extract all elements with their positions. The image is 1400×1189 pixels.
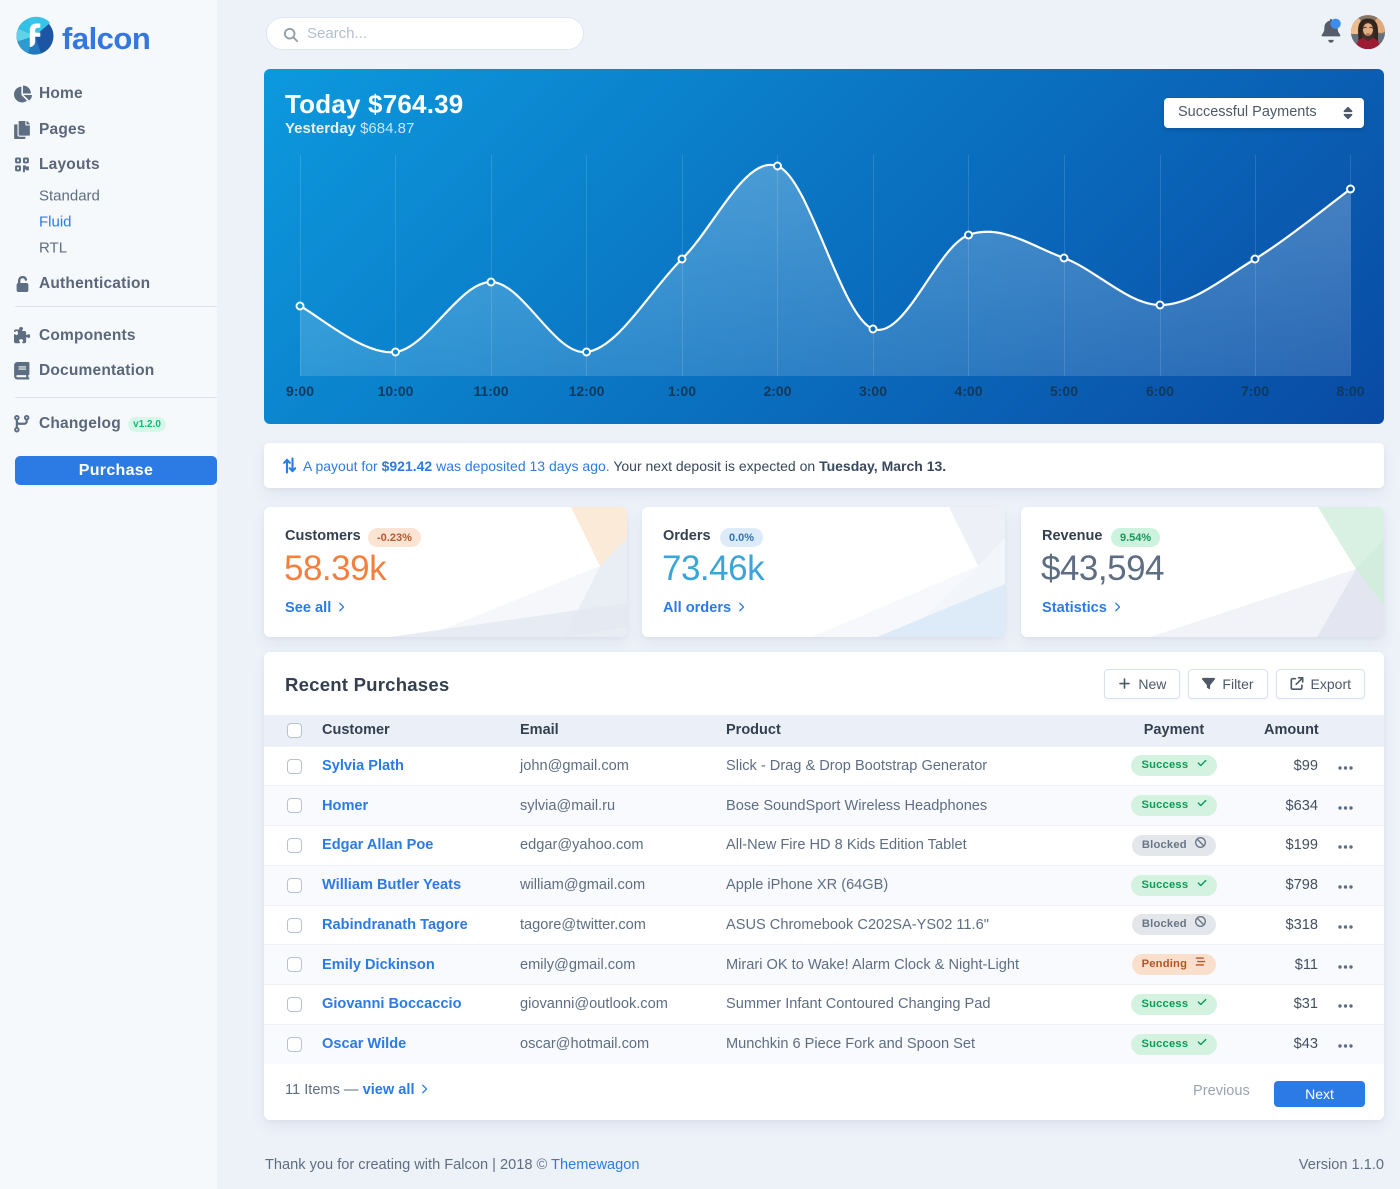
svg-text:9:00: 9:00: [286, 383, 314, 399]
svg-text:10:00: 10:00: [378, 383, 414, 399]
svg-text:6:00: 6:00: [1146, 383, 1174, 399]
svg-text:4:00: 4:00: [954, 383, 982, 399]
svg-text:11:00: 11:00: [473, 383, 508, 399]
svg-text:3:00: 3:00: [859, 383, 887, 399]
svg-text:5:00: 5:00: [1050, 383, 1078, 399]
svg-text:8:00: 8:00: [1336, 383, 1364, 399]
svg-text:2:00: 2:00: [763, 383, 791, 399]
svg-text:12:00: 12:00: [569, 383, 605, 399]
svg-text:7:00: 7:00: [1241, 383, 1269, 399]
svg-text:1:00: 1:00: [668, 383, 696, 399]
